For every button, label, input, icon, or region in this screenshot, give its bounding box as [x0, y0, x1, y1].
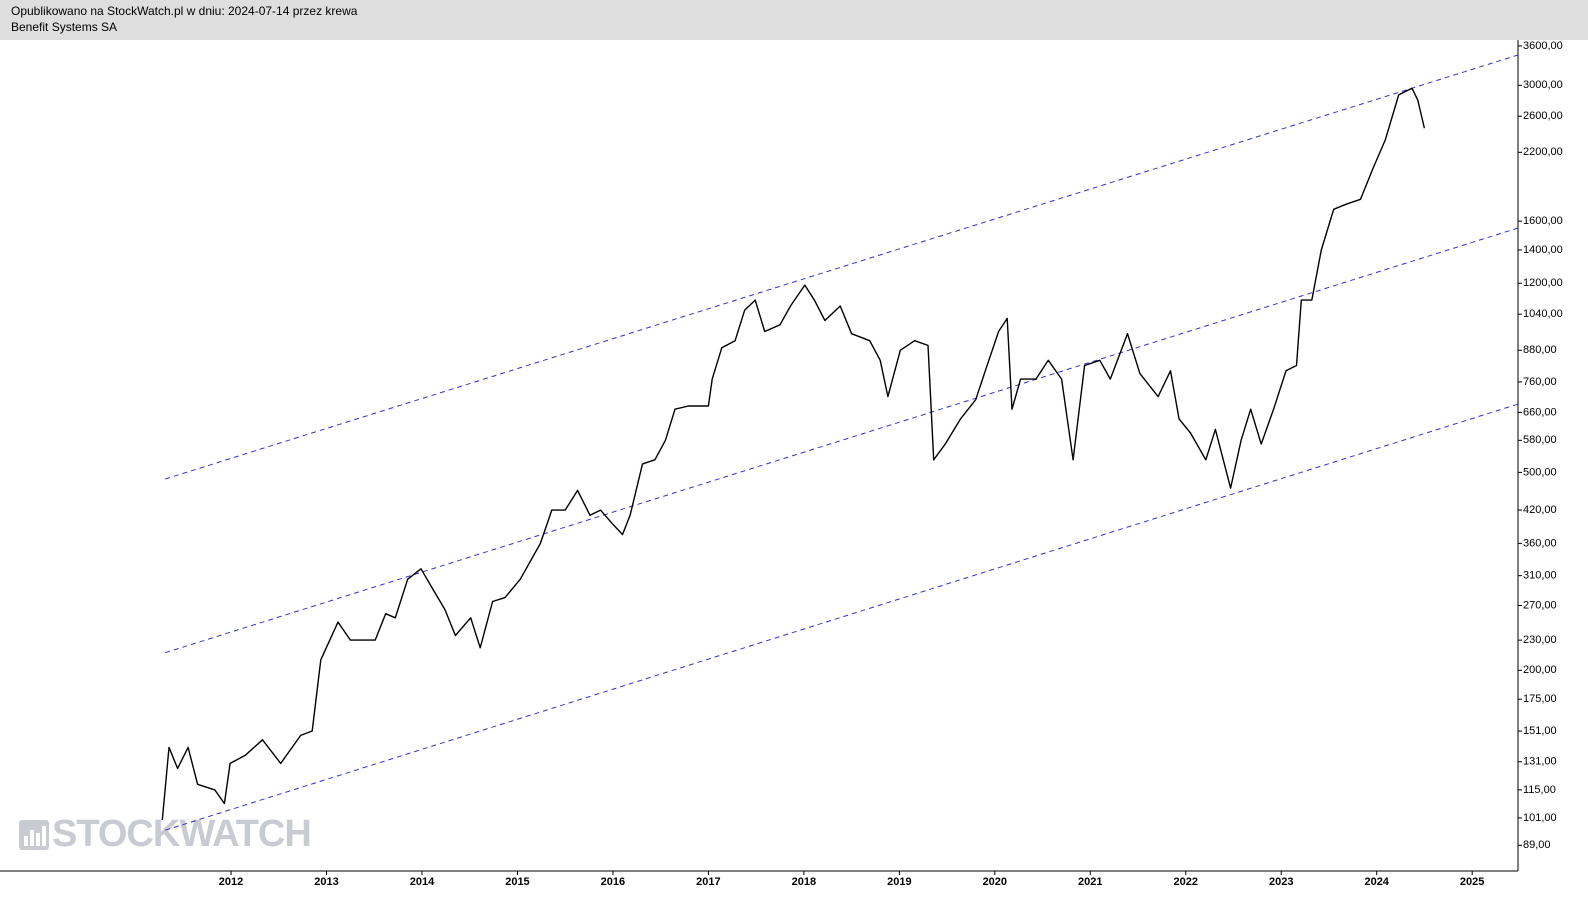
x-tick-label: 2013 — [314, 876, 338, 888]
y-tick-label: 89,00 — [1523, 839, 1551, 851]
y-tick-label: 1200,00 — [1523, 277, 1563, 289]
x-tick-label: 2014 — [410, 876, 435, 888]
y-tick-label: 3600,00 — [1523, 40, 1563, 52]
y-tick-label: 1040,00 — [1523, 308, 1563, 320]
watermark-logo — [19, 820, 49, 850]
y-tick-label: 175,00 — [1523, 693, 1557, 705]
x-tick-label: 2018 — [792, 876, 816, 888]
y-tick-label: 500,00 — [1523, 466, 1557, 478]
y-tick-label: 360,00 — [1523, 537, 1557, 549]
y-tick-label: 200,00 — [1523, 664, 1557, 676]
x-tick-label: 2022 — [1174, 876, 1198, 888]
x-tick-label: 2015 — [505, 876, 529, 888]
y-tick-label: 2200,00 — [1523, 146, 1563, 158]
y-tick-label: 310,00 — [1523, 570, 1557, 582]
y-tick-label: 101,00 — [1523, 812, 1557, 824]
trend-line — [165, 227, 1519, 654]
x-tick-label: 2023 — [1269, 876, 1293, 888]
y-tick-label: 230,00 — [1523, 634, 1557, 646]
y-tick-label: 760,00 — [1523, 376, 1557, 388]
y-tick-label: 1600,00 — [1523, 215, 1563, 227]
x-tick-label: 2016 — [601, 876, 625, 888]
y-tick-label: 880,00 — [1523, 344, 1557, 356]
y-tick-label: 270,00 — [1523, 599, 1557, 611]
chart-subtitle: Benefit Systems SA — [11, 20, 117, 34]
x-tick-label: 2020 — [983, 876, 1007, 888]
y-tick-label: 115,00 — [1523, 784, 1556, 796]
x-tick-label: 2012 — [219, 876, 243, 888]
y-tick-label: 580,00 — [1523, 434, 1557, 446]
y-tick-label: 1400,00 — [1523, 244, 1563, 256]
y-tick-label: 420,00 — [1523, 504, 1557, 516]
trend-line — [165, 54, 1519, 480]
watermark: STOCKWATCH — [52, 813, 311, 855]
x-tick-label: 2019 — [887, 876, 911, 888]
y-tick-label: 2600,00 — [1523, 110, 1563, 122]
price-line — [161, 87, 1426, 821]
header-bar — [0, 0, 1588, 40]
x-tick-label: 2017 — [696, 876, 720, 888]
x-tick-label: 2021 — [1078, 876, 1102, 888]
chart-title: Opublikowano na StockWatch.pl w dniu: 20… — [11, 4, 358, 18]
x-tick-label: 2024 — [1364, 876, 1389, 888]
x-tick-label: 2025 — [1460, 876, 1484, 888]
y-tick-label: 3000,00 — [1523, 79, 1563, 91]
trend-line — [165, 403, 1519, 831]
y-tick-label: 151,00 — [1523, 725, 1557, 737]
y-tick-label: 660,00 — [1523, 406, 1557, 418]
y-tick-label: 131,00 — [1523, 756, 1557, 768]
